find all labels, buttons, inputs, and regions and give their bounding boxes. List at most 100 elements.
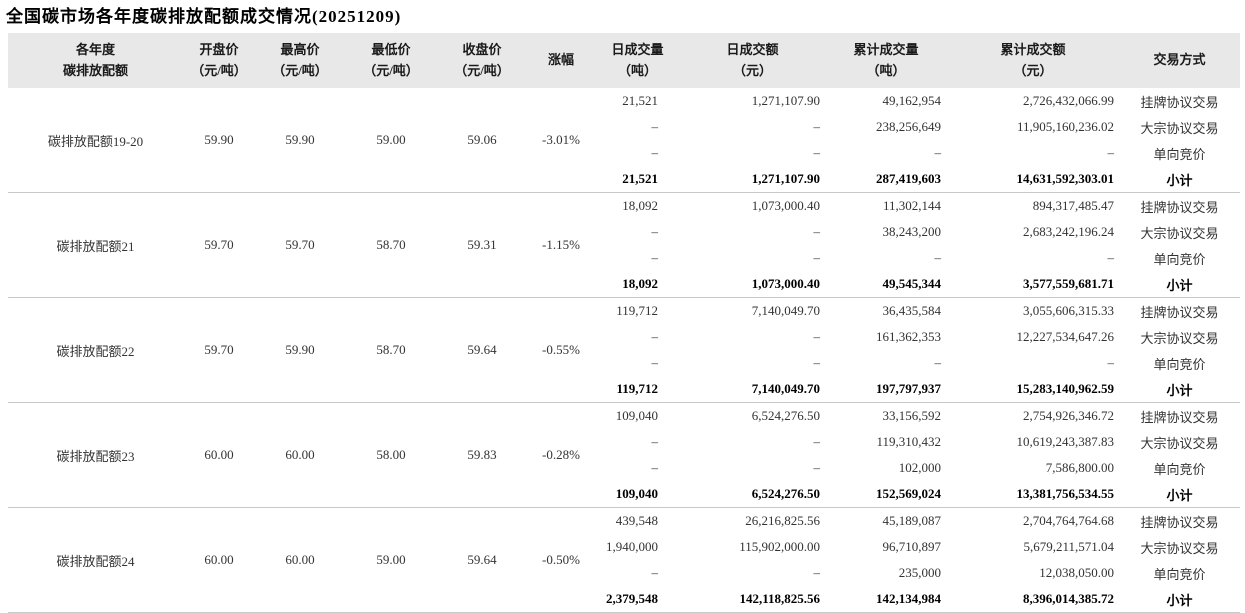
trade-method-cell: 单向竞价 bbox=[1153, 461, 1206, 477]
daily-volume-cell: 21,521 bbox=[622, 93, 658, 108]
daily-volume-cell: – bbox=[651, 145, 659, 160]
allowance-name-cell: 碳排放配额21 bbox=[56, 238, 135, 254]
daily-volume-cell: 2,379,548 bbox=[606, 591, 658, 606]
trade-method-cell: 小计 bbox=[1166, 277, 1193, 293]
daily-volume-cell: 18,092 bbox=[622, 276, 658, 291]
cumulative-amount-cell: 12,038,050.00 bbox=[1039, 565, 1114, 580]
daily-volume-cell: – bbox=[651, 565, 659, 580]
daily-amount-cell: – bbox=[813, 460, 821, 475]
table-header: 各年度 碳排放配额 开盘价 （元/吨） 最高价 （元/吨） 最低价 （元/吨） 收盘价 （元/吨）… bbox=[8, 33, 1240, 88]
detail-row: – – 38,243,200 2,683,242,196.24 大宗协议交易 bbox=[8, 219, 1240, 245]
detail-row: – – – – 单向竞价 bbox=[8, 140, 1240, 166]
detail-row: – – 119,310,432 10,619,243,387.83 大宗协议交易 bbox=[8, 429, 1240, 455]
allowance-group: 碳排放配额21 59.70 59.70 58.70 59.31 -1.15% 18,092 1… bbox=[8, 193, 1240, 298]
cumulative-volume-cell: 152,569,024 bbox=[876, 486, 941, 501]
daily-volume-cell: – bbox=[651, 355, 659, 370]
open-price-cell: 60.00 bbox=[204, 552, 234, 567]
cumulative-volume-cell: 38,243,200 bbox=[882, 224, 942, 239]
column-header-11: 交易方式 bbox=[1119, 33, 1240, 88]
subtotal-row: 109,040 6,524,276.50 152,569,024 13,381,756… bbox=[8, 481, 1240, 508]
trade-method-cell: 大宗协议交易 bbox=[1140, 120, 1219, 136]
daily-amount-cell: 1,271,107.90 bbox=[751, 93, 820, 108]
cumulative-volume-cell: 197,797,937 bbox=[876, 381, 941, 396]
trade-method-cell: 小计 bbox=[1166, 172, 1193, 188]
cumulative-volume-cell: 161,362,353 bbox=[876, 329, 941, 344]
cumulative-amount-cell: 2,726,432,066.99 bbox=[1023, 93, 1114, 108]
trade-method-cell: 小计 bbox=[1166, 592, 1193, 608]
daily-volume-cell: – bbox=[651, 460, 659, 475]
daily-amount-cell: 26,216,825.56 bbox=[745, 513, 820, 528]
column-header-2: 开盘价 （元/吨） bbox=[183, 33, 255, 88]
daily-amount-cell: 1,073,000.40 bbox=[751, 198, 820, 213]
cumulative-volume-cell: 102,000 bbox=[898, 460, 941, 475]
high-price-cell: 59.90 bbox=[285, 132, 315, 147]
high-price-cell: 59.70 bbox=[285, 237, 315, 252]
daily-amount-cell: 1,271,107.90 bbox=[751, 171, 820, 186]
high-price-cell: 60.00 bbox=[285, 552, 315, 567]
daily-volume-cell: – bbox=[651, 119, 659, 134]
cumulative-amount-cell: 11,905,160,236.02 bbox=[1016, 119, 1114, 134]
subtotal-row: 21,521 1,271,107.90 287,419,603 14,631,592,… bbox=[8, 166, 1240, 193]
cumulative-volume-cell: – bbox=[934, 355, 942, 370]
subtotal-row: 18,092 1,073,000.40 49,545,344 3,577,559,68… bbox=[8, 271, 1240, 298]
open-price-cell: 60.00 bbox=[204, 447, 234, 462]
allowance-group: 碳排放配额23 60.00 60.00 58.00 59.83 -0.28% 109,040… bbox=[8, 403, 1240, 508]
allowance-name-cell: 碳排放配额23 bbox=[56, 448, 135, 464]
column-header-5: 收盘价 （元/吨） bbox=[437, 33, 527, 88]
cumulative-amount-cell: 8,396,014,385.72 bbox=[1023, 591, 1114, 606]
cumulative-amount-cell: 14,631,592,303.01 bbox=[1016, 171, 1115, 186]
column-header-8: 日成交额 （元） bbox=[680, 33, 825, 88]
change-percent-cell: -3.01% bbox=[542, 132, 580, 147]
cumulative-amount-cell: 894,317,485.47 bbox=[1032, 198, 1114, 213]
detail-row: 碳排放配额23 60.00 60.00 58.00 59.83 -0.28% 109,040… bbox=[8, 403, 1240, 464]
daily-volume-cell: 18,092 bbox=[622, 198, 658, 213]
close-price-cell: 59.64 bbox=[467, 552, 497, 567]
cumulative-amount-cell: 12,227,534,647.26 bbox=[1016, 329, 1115, 344]
carbon-trading-table: 各年度 碳排放配额 开盘价 （元/吨） 最高价 （元/吨） 最低价 （元/吨） 收盘价 （元/吨）… bbox=[8, 33, 1240, 613]
trade-method-cell: 挂牌协议交易 bbox=[1140, 514, 1219, 530]
close-price-cell: 59.06 bbox=[467, 132, 497, 147]
detail-row: – – 235,000 12,038,050.00 单向竞价 bbox=[8, 560, 1240, 586]
trade-method-cell: 单向竞价 bbox=[1153, 356, 1206, 372]
cumulative-amount-cell: 15,283,140,962.59 bbox=[1016, 381, 1115, 396]
open-price-cell: 59.70 bbox=[204, 237, 234, 252]
low-price-cell: 58.70 bbox=[376, 342, 406, 357]
column-header-1: 各年度 碳排放配额 bbox=[8, 33, 183, 88]
cumulative-volume-cell: 119,310,432 bbox=[876, 434, 941, 449]
cumulative-amount-cell: 5,679,211,571.04 bbox=[1023, 539, 1114, 554]
low-price-cell: 59.00 bbox=[376, 552, 406, 567]
allowance-group: 碳排放配额19-20 59.90 59.90 59.00 59.06 -3.01% 21,5… bbox=[8, 88, 1240, 193]
cumulative-amount-cell: 10,619,243,387.83 bbox=[1016, 434, 1115, 449]
daily-amount-cell: – bbox=[813, 329, 821, 344]
detail-row: 1,940,000 115,902,000.00 96,710,897 5,679,2… bbox=[8, 534, 1240, 560]
low-price-cell: 58.70 bbox=[376, 237, 406, 252]
detail-row: – – 102,000 7,586,800.00 单向竞价 bbox=[8, 455, 1240, 481]
high-price-cell: 60.00 bbox=[285, 447, 315, 462]
change-percent-cell: -0.50% bbox=[542, 552, 580, 567]
column-header-9: 累计成交量 （吨） bbox=[825, 33, 947, 88]
trade-method-cell: 挂牌协议交易 bbox=[1140, 199, 1219, 215]
column-header-7: 日成交量 （吨） bbox=[595, 33, 680, 88]
daily-volume-cell: – bbox=[651, 224, 659, 239]
cumulative-volume-cell: 287,419,603 bbox=[876, 171, 941, 186]
trade-method-cell: 挂牌协议交易 bbox=[1140, 409, 1219, 425]
subtotal-row: 119,712 7,140,049.70 197,797,937 15,283,140… bbox=[8, 376, 1240, 403]
cumulative-amount-cell: 3,577,559,681.71 bbox=[1023, 276, 1114, 291]
daily-amount-cell: – bbox=[813, 355, 821, 370]
trade-method-cell: 单向竞价 bbox=[1153, 566, 1206, 582]
cumulative-amount-cell: 2,754,926,346.72 bbox=[1023, 408, 1114, 423]
cumulative-amount-cell: 7,586,800.00 bbox=[1045, 460, 1114, 475]
allowance-name-cell: 碳排放配额24 bbox=[56, 553, 135, 569]
close-price-cell: 59.64 bbox=[467, 342, 497, 357]
cumulative-amount-cell: – bbox=[1107, 145, 1115, 160]
daily-volume-cell: – bbox=[651, 250, 659, 265]
detail-row: – – 161,362,353 12,227,534,647.26 大宗协议交易 bbox=[8, 324, 1240, 350]
detail-row: 碳排放配额22 59.70 59.90 58.70 59.64 -0.55% 119,712… bbox=[8, 298, 1240, 359]
header-row: 各年度 碳排放配额 开盘价 （元/吨） 最高价 （元/吨） 最低价 （元/吨） 收盘价 （元/吨）… bbox=[8, 33, 1240, 88]
detail-row: 碳排放配额21 59.70 59.70 58.70 59.31 -1.15% 18,092 1… bbox=[8, 193, 1240, 254]
cumulative-amount-cell: 3,055,606,315.33 bbox=[1023, 303, 1114, 318]
low-price-cell: 59.00 bbox=[376, 132, 406, 147]
change-percent-cell: -0.55% bbox=[542, 342, 580, 357]
change-percent-cell: -0.28% bbox=[542, 447, 580, 462]
cumulative-volume-cell: – bbox=[934, 145, 942, 160]
